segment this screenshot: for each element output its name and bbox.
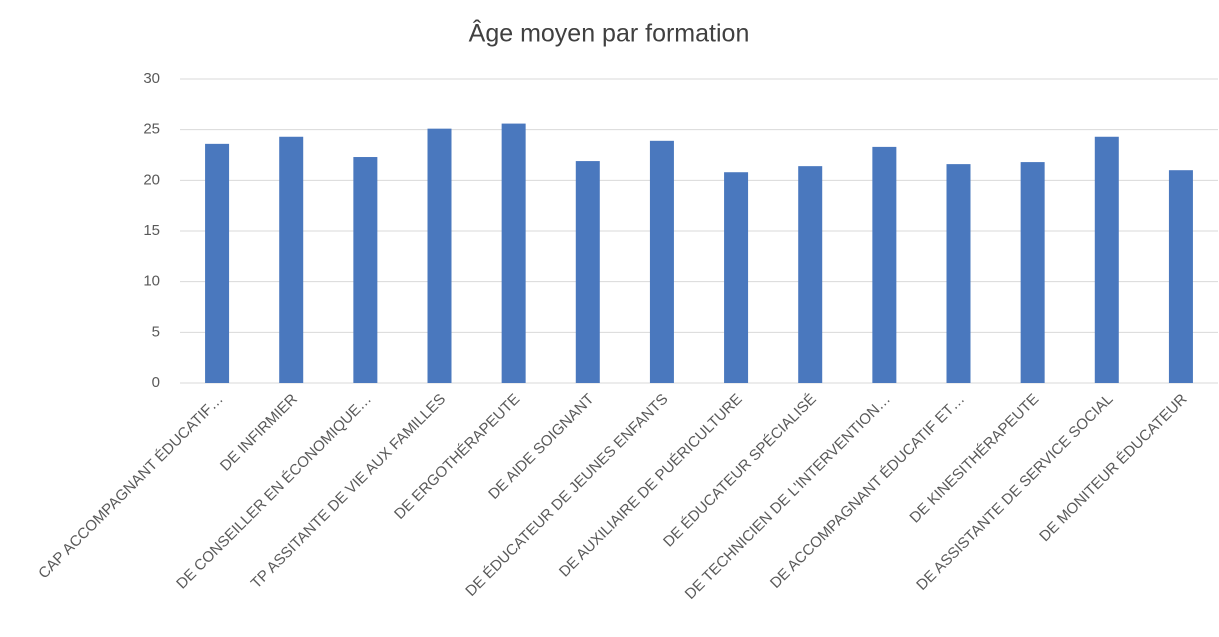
x-tick-label: CAP ACCOMPAGNANT ÉDUCATIF… <box>35 391 227 583</box>
bar <box>798 166 823 383</box>
y-tick-label: 15 <box>143 222 160 239</box>
y-tick-label: 20 <box>143 171 160 188</box>
y-tick-label: 0 <box>152 374 160 391</box>
x-tick-label: DE ERGOTHÉRAPEUTE <box>391 391 523 523</box>
bar <box>205 143 230 383</box>
bar <box>724 172 749 383</box>
bar <box>1168 170 1193 383</box>
bar <box>353 157 378 383</box>
bar <box>427 128 452 383</box>
bar <box>1094 136 1119 383</box>
bar <box>872 146 897 383</box>
bar <box>649 140 674 383</box>
y-tick-label: 10 <box>143 273 160 290</box>
y-tick-label: 5 <box>152 323 160 340</box>
x-tick-label: DE KINESITHÉRAPEUTE <box>906 391 1042 527</box>
chart-title: Âge moyen par formation <box>469 19 750 48</box>
bar <box>501 123 526 383</box>
bar <box>946 164 971 383</box>
x-tick-label: DE INFIRMIER <box>217 390 301 474</box>
bar <box>575 161 600 383</box>
bar <box>279 136 304 383</box>
y-tick-label: 25 <box>143 121 160 138</box>
y-tick-label: 30 <box>143 70 160 87</box>
x-tick-label: DE MONITEUR ÉDUCATEUR <box>1036 391 1191 546</box>
bar <box>1020 162 1045 383</box>
x-tick-label: DE ÉDUCATEUR SPÉCIALISÉ <box>660 391 820 551</box>
